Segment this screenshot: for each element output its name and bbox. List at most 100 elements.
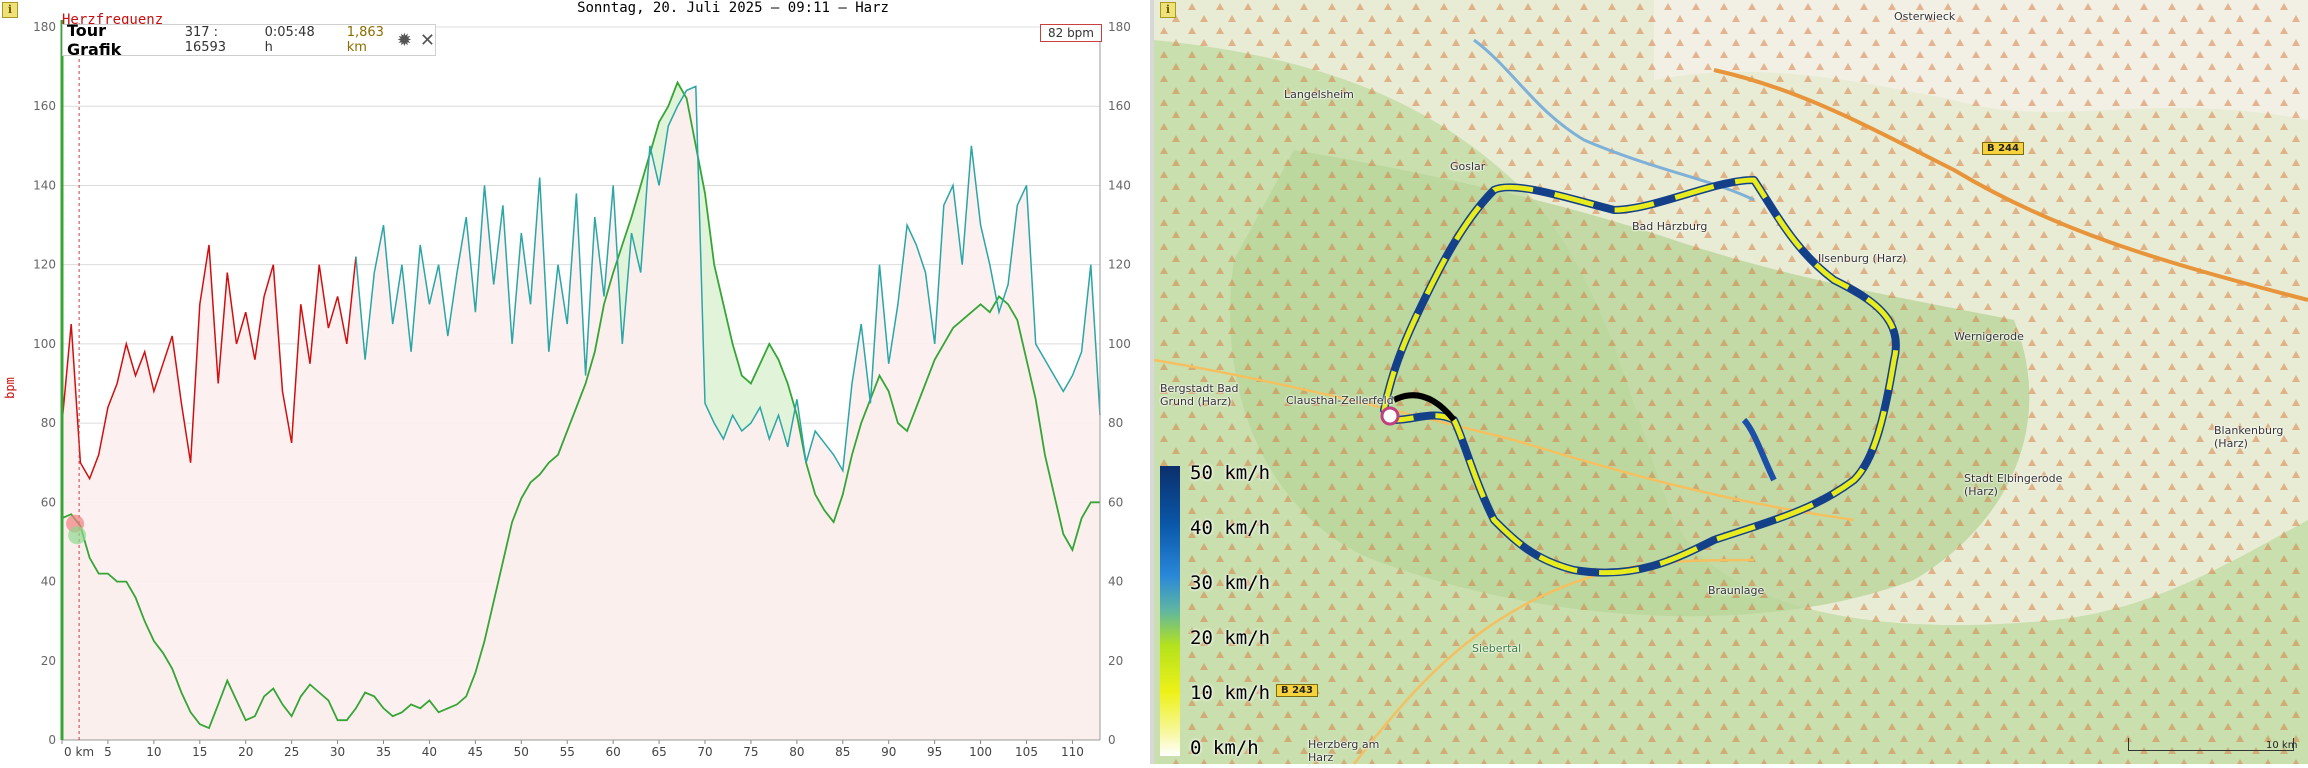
place-herzberg: Herzberg am Harz <box>1308 738 1380 764</box>
x-tick-label: 10 <box>146 745 161 759</box>
place-bad-harzburg: Bad Harzburg <box>1632 220 1708 233</box>
speed-gradient-bar <box>1160 466 1180 756</box>
place-wernigerode: Wernigerode <box>1954 330 2024 343</box>
y-tick-label-left: 120 <box>33 258 56 272</box>
tour-time: 0:05:48 h <box>264 25 315 55</box>
heartrate-line-alt <box>355 85 1101 473</box>
x-tick-label: 105 <box>1015 745 1038 759</box>
x-tick-label: 80 <box>789 745 804 759</box>
place-clausthal: Clausthal-Zellerfeld <box>1286 394 1394 407</box>
speed-legend-30: 30 km/h <box>1190 572 1271 594</box>
speed-legend-40: 40 km/h <box>1190 517 1271 539</box>
x-tick-label: 75 <box>743 745 758 759</box>
track-segment-stop <box>1392 392 1457 422</box>
y-tick-label-right: 160 <box>1108 99 1131 113</box>
x-tick-label: 25 <box>284 745 299 759</box>
speed-legend-20: 20 km/h <box>1190 627 1271 649</box>
x-tick-label: 90 <box>881 745 896 759</box>
y-tick-label-left: 140 <box>33 178 56 192</box>
x-tick-label: 45 <box>468 745 483 759</box>
y-tick-label-right: 80 <box>1108 416 1123 430</box>
map-panel[interactable]: i Osterwieck Langelsheim Goslar Bad Harz… <box>1154 0 2308 764</box>
road-2 <box>1353 558 1755 764</box>
y-tick-label-left: 80 <box>41 416 56 430</box>
tour-info-box: Tour Grafik 317 : 16593 0:05:48 h 1,863 … <box>62 21 436 59</box>
x-tick-label: 60 <box>606 745 621 759</box>
x-tick-label: 20 <box>238 745 253 759</box>
track-start-marker <box>1380 406 1400 426</box>
y-tick-label-right: 60 <box>1108 495 1123 509</box>
x-tick-label: 5 <box>104 745 112 759</box>
split-divider[interactable] <box>1150 0 1154 764</box>
y-tick-label-right: 100 <box>1108 337 1131 351</box>
track-branch <box>1741 417 1777 482</box>
place-langelsheim: Langelsheim <box>1284 88 1354 101</box>
chart-date-title: Sonntag, 20. Juli 2025 – 09:11 – Harz <box>577 0 889 16</box>
x-tick-label: 70 <box>697 745 712 759</box>
cursor-marker-altitude <box>68 526 87 545</box>
y-tick-label-right: 140 <box>1108 178 1131 192</box>
place-osterwieck: Osterwieck <box>1894 10 1956 23</box>
tour-title: Tour Grafik <box>67 21 122 59</box>
map-scale-bar <box>2128 738 2294 751</box>
place-bad-grund: Bergstadt Bad Grund (Harz) <box>1160 382 1239 408</box>
info-icon[interactable]: i <box>2 2 18 18</box>
y-tick-label-left: 100 <box>33 337 56 351</box>
y-tick-label-left: 0 <box>48 733 56 747</box>
speed-legend-50: 50 km/h <box>1190 462 1271 484</box>
x-tick-label: 95 <box>927 745 942 759</box>
track-line <box>1381 177 1899 576</box>
chart-panel: 0 20 40 60 80 100 120 140 160 180 0 20 40 60 80 100 120… <box>0 0 1150 764</box>
y-tick-label-right: 40 <box>1108 575 1123 589</box>
x-tick-label: 50 <box>514 745 529 759</box>
y-tick-label-right: 0 <box>1108 733 1116 747</box>
gear-icon[interactable]: ✹ <box>396 29 412 51</box>
x-axis: 0 km 5 10 15 20 25 30 35 40 45 50 55 60 65 70 75 80 85 90 9… <box>61 27 1101 759</box>
heart-rate-chart[interactable]: 0 20 40 60 80 100 120 140 160 180 0 20 40 60 80 100 120… <box>0 0 1150 764</box>
road-1 <box>1154 358 1855 522</box>
x-tick-label: 55 <box>560 745 575 759</box>
x-tick-label: 35 <box>376 745 391 759</box>
place-elbingerode: Stadt Elbingerode (Harz) <box>1964 472 2063 498</box>
x-tick-label: 100 <box>969 745 992 759</box>
hover-value-box: 82 bpm <box>1040 24 1102 42</box>
x-tick-label: 15 <box>192 745 207 759</box>
x-tick-label: 85 <box>835 745 850 759</box>
speed-legend-10: 10 km/h <box>1190 682 1271 704</box>
map-scale-label: 10 km <box>2266 740 2298 751</box>
road-badge-b243: B 243 <box>1276 684 1318 697</box>
heartrate-area <box>62 86 1100 740</box>
altitude-line <box>61 80 1100 730</box>
y-tick-label-left: 160 <box>33 99 56 113</box>
y-tick-label-left: 40 <box>41 575 56 589</box>
map-canvas[interactable] <box>1154 0 2308 764</box>
place-siebertal: Siebertal <box>1472 642 1522 655</box>
y-tick-label-right: 20 <box>1108 654 1123 668</box>
map-info-icon[interactable]: i <box>1160 2 1176 18</box>
y-tick-label-left: 180 <box>33 20 56 34</box>
tour-index: 317 : 16593 <box>184 25 227 55</box>
y-tick-label-left: 60 <box>41 495 56 509</box>
y-tick-label-left: 20 <box>41 654 56 668</box>
speed-legend-0: 0 km/h <box>1190 737 1259 759</box>
y-tick-label-right: 180 <box>1108 20 1131 34</box>
road-badge-b244: B 244 <box>1982 142 2024 155</box>
x-tick-label: 110 <box>1061 745 1084 759</box>
y-axis-right: 0 20 40 60 80 100 120 140 160 180 <box>1108 20 1131 747</box>
autobahn <box>1713 68 2308 302</box>
place-goslar: Goslar <box>1450 160 1486 173</box>
y-tick-label-right: 120 <box>1108 258 1131 272</box>
y-axis-left: 0 20 40 60 80 100 120 140 160 180 <box>33 20 56 747</box>
close-icon[interactable]: ✕ <box>419 29 435 51</box>
x-tick-label: 40 <box>422 745 437 759</box>
heartrate-line <box>61 244 357 481</box>
place-braunlage: Braunlage <box>1708 584 1765 597</box>
y-axis-unit: bpm <box>3 377 17 399</box>
x-tick-label: 65 <box>651 745 666 759</box>
place-ilsenburg: Ilsenburg (Harz) <box>1818 252 1907 265</box>
x-tick-label: 0 km <box>64 745 94 759</box>
tour-distance: 1,863 km <box>346 25 384 55</box>
terrain-symbols <box>1154 0 2308 764</box>
x-tick-label: 30 <box>330 745 345 759</box>
place-blankenburg: Blankenburg (Harz) <box>2214 424 2284 450</box>
